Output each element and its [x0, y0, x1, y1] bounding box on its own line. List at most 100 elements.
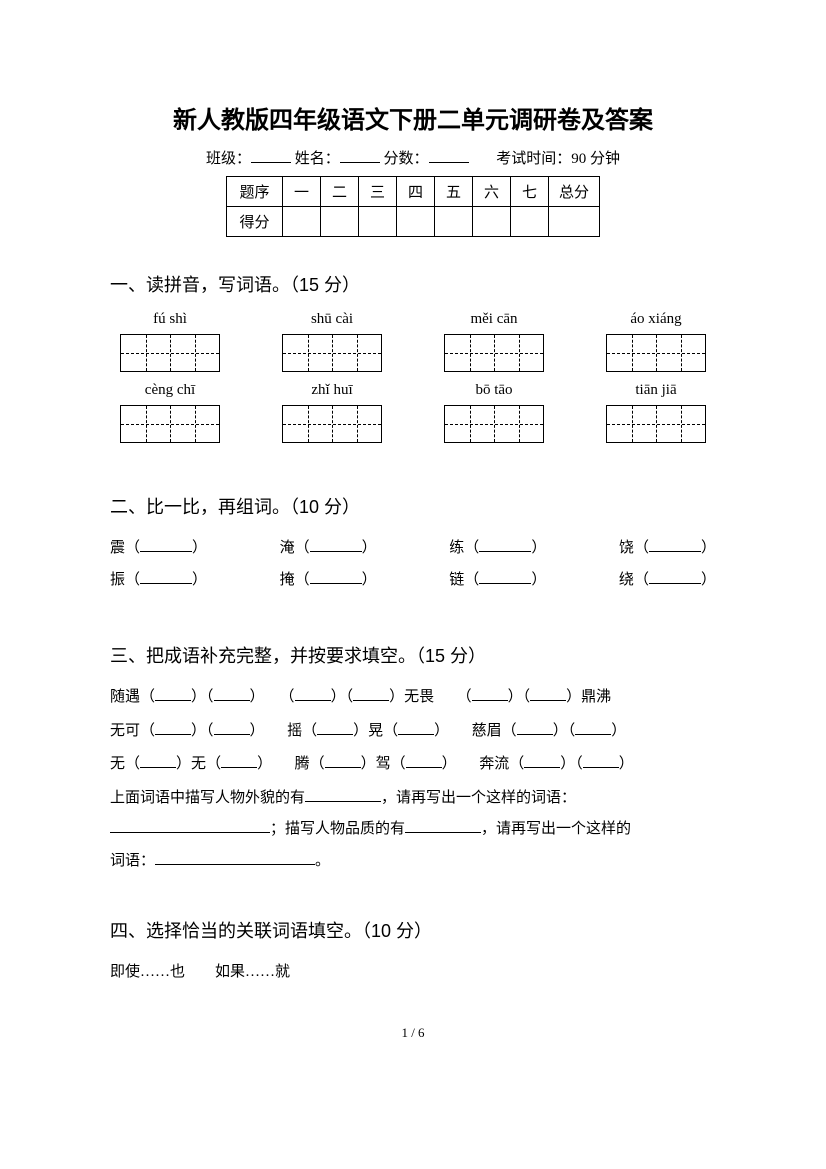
- char: 振: [110, 572, 125, 588]
- pinyin-item: áo xiáng: [596, 311, 716, 372]
- idiom-blank[interactable]: [583, 753, 619, 768]
- pinyin-item: cèng chī: [110, 382, 230, 443]
- idiom-blank[interactable]: [406, 753, 442, 768]
- idiom-blank[interactable]: [472, 686, 508, 701]
- idiom-blank[interactable]: [155, 686, 191, 701]
- pinyin-row: fú shì shū cài měi cān áo xiáng: [110, 311, 716, 372]
- section-2-heading: 二、比一比，再组词。（10 分）: [110, 493, 716, 519]
- word-blank[interactable]: [310, 537, 362, 552]
- section-4-options: 即使……也 如果……就: [110, 957, 716, 989]
- txt: 无可: [110, 723, 140, 739]
- word-blank[interactable]: [479, 569, 531, 584]
- idiom-blank[interactable]: [317, 720, 353, 735]
- pinyin-text: měi cān: [434, 311, 554, 328]
- char: 练: [449, 540, 464, 556]
- td-blank[interactable]: [282, 207, 320, 237]
- pinyin-item: tiān jiā: [596, 382, 716, 443]
- char-input-box[interactable]: [120, 334, 220, 372]
- char: 淹: [280, 540, 295, 556]
- th: 三: [358, 177, 396, 207]
- pinyin-text: fú shì: [110, 311, 230, 328]
- pinyin-text: tiān jiā: [596, 382, 716, 399]
- txt: 奔流: [479, 756, 509, 772]
- txt: 词语：: [110, 853, 155, 869]
- word-blank[interactable]: [649, 537, 701, 552]
- idiom-blank[interactable]: [530, 686, 566, 701]
- pinyin-item: zhǐ huī: [272, 382, 392, 443]
- td-blank[interactable]: [510, 207, 548, 237]
- pinyin-text: áo xiáng: [596, 311, 716, 328]
- char-input-box[interactable]: [282, 334, 382, 372]
- idiom-blank[interactable]: [214, 686, 250, 701]
- section-4-heading: 四、选择恰当的关联词语填空。（10 分）: [110, 917, 716, 943]
- td-blank[interactable]: [434, 207, 472, 237]
- th: 二: [320, 177, 358, 207]
- td-blank[interactable]: [320, 207, 358, 237]
- idiom-blank[interactable]: [524, 753, 560, 768]
- score-table: 题序 一 二 三 四 五 六 七 总分 得分: [226, 176, 600, 237]
- idiom-blank[interactable]: [398, 720, 434, 735]
- td-label: 得分: [226, 207, 282, 237]
- class-label: 班级：: [206, 151, 251, 167]
- txt: 无: [110, 756, 125, 772]
- word-blank[interactable]: [649, 569, 701, 584]
- score-blank[interactable]: [429, 148, 469, 163]
- char-input-box[interactable]: [282, 405, 382, 443]
- compare-row: 震（） 淹（） 练（） 饶（）: [110, 533, 716, 565]
- th: 五: [434, 177, 472, 207]
- word-blank[interactable]: [479, 537, 531, 552]
- txt: ；描写人物品质的有: [270, 821, 405, 837]
- txt: 晃: [368, 723, 383, 739]
- word-blank[interactable]: [140, 569, 192, 584]
- pinyin-text: cèng chī: [110, 382, 230, 399]
- char-input-box[interactable]: [444, 405, 544, 443]
- word-blank[interactable]: [140, 537, 192, 552]
- txt: 无畏: [404, 689, 434, 705]
- pinyin-text: zhǐ huī: [272, 382, 392, 399]
- txt: 慈眉: [472, 723, 502, 739]
- idiom-blank[interactable]: [214, 720, 250, 735]
- answer-blank[interactable]: [305, 787, 381, 802]
- pinyin-item: měi cān: [434, 311, 554, 372]
- pinyin-item: fú shì: [110, 311, 230, 372]
- char-input-box[interactable]: [606, 405, 706, 443]
- idiom-blank[interactable]: [353, 686, 389, 701]
- word-blank[interactable]: [310, 569, 362, 584]
- pinyin-text: bō tāo: [434, 382, 554, 399]
- txt: ，请再写出一个这样的词语：: [381, 790, 576, 806]
- td-blank[interactable]: [358, 207, 396, 237]
- char-input-box[interactable]: [120, 405, 220, 443]
- answer-blank[interactable]: [155, 850, 315, 865]
- idiom-blank[interactable]: [295, 686, 331, 701]
- td-blank[interactable]: [548, 207, 599, 237]
- answer-blank[interactable]: [405, 818, 481, 833]
- th: 四: [396, 177, 434, 207]
- char: 饶: [619, 540, 634, 556]
- char: 绕: [619, 572, 634, 588]
- td-blank[interactable]: [396, 207, 434, 237]
- answer-blank[interactable]: [110, 818, 270, 833]
- pinyin-item: bō tāo: [434, 382, 554, 443]
- idiom-blank[interactable]: [575, 720, 611, 735]
- char-input-box[interactable]: [444, 334, 544, 372]
- section-3-body: 随遇（）（） （）（）无畏 （）（）鼎沸 无可（）（） 摇（）晃（） 慈眉（）（…: [110, 682, 716, 877]
- idiom-blank[interactable]: [140, 753, 176, 768]
- score-label: 分数：: [384, 151, 429, 167]
- td-blank[interactable]: [472, 207, 510, 237]
- pinyin-text: shū cài: [272, 311, 392, 328]
- name-blank[interactable]: [340, 148, 380, 163]
- section-3-heading: 三、把成语补充完整，并按要求填空。（15 分）: [110, 642, 716, 668]
- page-title: 新人教版四年级语文下册二单元调研卷及答案: [110, 100, 716, 135]
- idiom-blank[interactable]: [221, 753, 257, 768]
- th: 题序: [226, 177, 282, 207]
- idiom-blank[interactable]: [155, 720, 191, 735]
- section-1-heading: 一、读拼音，写词语。（15 分）: [110, 271, 716, 297]
- idiom-blank[interactable]: [325, 753, 361, 768]
- page-number: 1 / 6: [110, 1025, 716, 1041]
- class-blank[interactable]: [251, 148, 291, 163]
- txt: 随遇: [110, 689, 140, 705]
- txt: ，请再写出一个这样的: [481, 821, 631, 837]
- txt: 上面词语中描写人物外貌的有: [110, 790, 305, 806]
- idiom-blank[interactable]: [517, 720, 553, 735]
- char-input-box[interactable]: [606, 334, 706, 372]
